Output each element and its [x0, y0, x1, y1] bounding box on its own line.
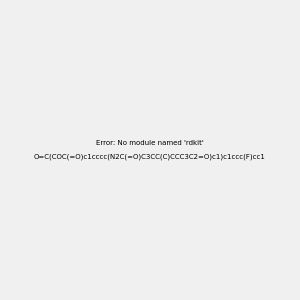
- Text: Error: No module named 'rdkit'

O=C(COC(=O)c1cccc(N2C(=O)C3CC(C)CCC3C2=O)c1)c1cc: Error: No module named 'rdkit' O=C(COC(=…: [34, 140, 266, 160]
